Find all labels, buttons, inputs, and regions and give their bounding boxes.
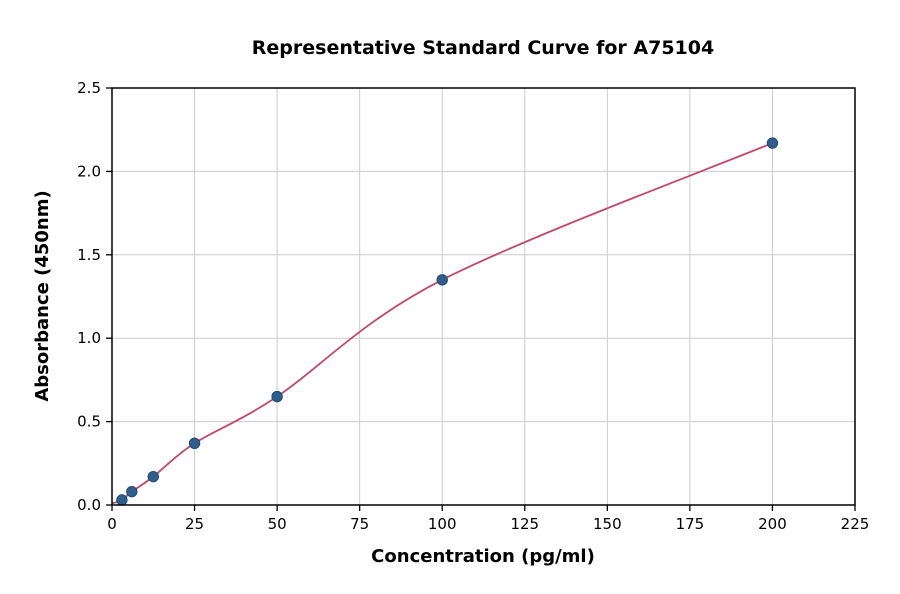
x-tick-label: 0 [107, 515, 117, 533]
chart-title: Representative Standard Curve for A75104 [252, 37, 714, 59]
x-tick-label: 225 [841, 515, 870, 533]
plot-border [111, 87, 856, 506]
y-axis-label: Absorbance (450nm) [32, 190, 53, 401]
y-tick-labels: 0.0 0.5 1.0 1.5 2.0 2.5 [77, 79, 101, 514]
x-tick-label: 175 [676, 515, 705, 533]
x-axis-label: Concentration (pg/ml) [371, 546, 595, 567]
y-tick-label: 2.5 [77, 79, 101, 97]
x-tick-label: 100 [428, 515, 457, 533]
y-tick-label: 2.0 [77, 162, 101, 180]
y-tick-label: 0.5 [77, 413, 101, 431]
x-tick-labels: 0 25 50 75 100 125 150 175 200 225 [107, 515, 869, 533]
data-point [436, 274, 448, 286]
y-tick-label: 1.5 [77, 246, 101, 264]
x-tick-label: 25 [185, 515, 204, 533]
tick-marks [106, 87, 856, 511]
x-tick-label: 50 [268, 515, 287, 533]
plot-area [112, 88, 855, 505]
data-point [188, 437, 201, 449]
data-points [116, 137, 779, 506]
x-tick-label: 150 [593, 515, 622, 533]
gridlines [112, 88, 855, 505]
y-tick-label: 0.0 [77, 496, 101, 514]
x-tick-label: 200 [758, 515, 787, 533]
data-point [271, 390, 283, 403]
data-point [766, 137, 779, 149]
data-point [116, 494, 128, 506]
y-tick-label: 1.0 [77, 329, 101, 347]
data-point [147, 470, 159, 483]
x-tick-label: 125 [510, 515, 539, 533]
data-point [126, 485, 138, 498]
x-tick-label: 75 [350, 515, 369, 533]
